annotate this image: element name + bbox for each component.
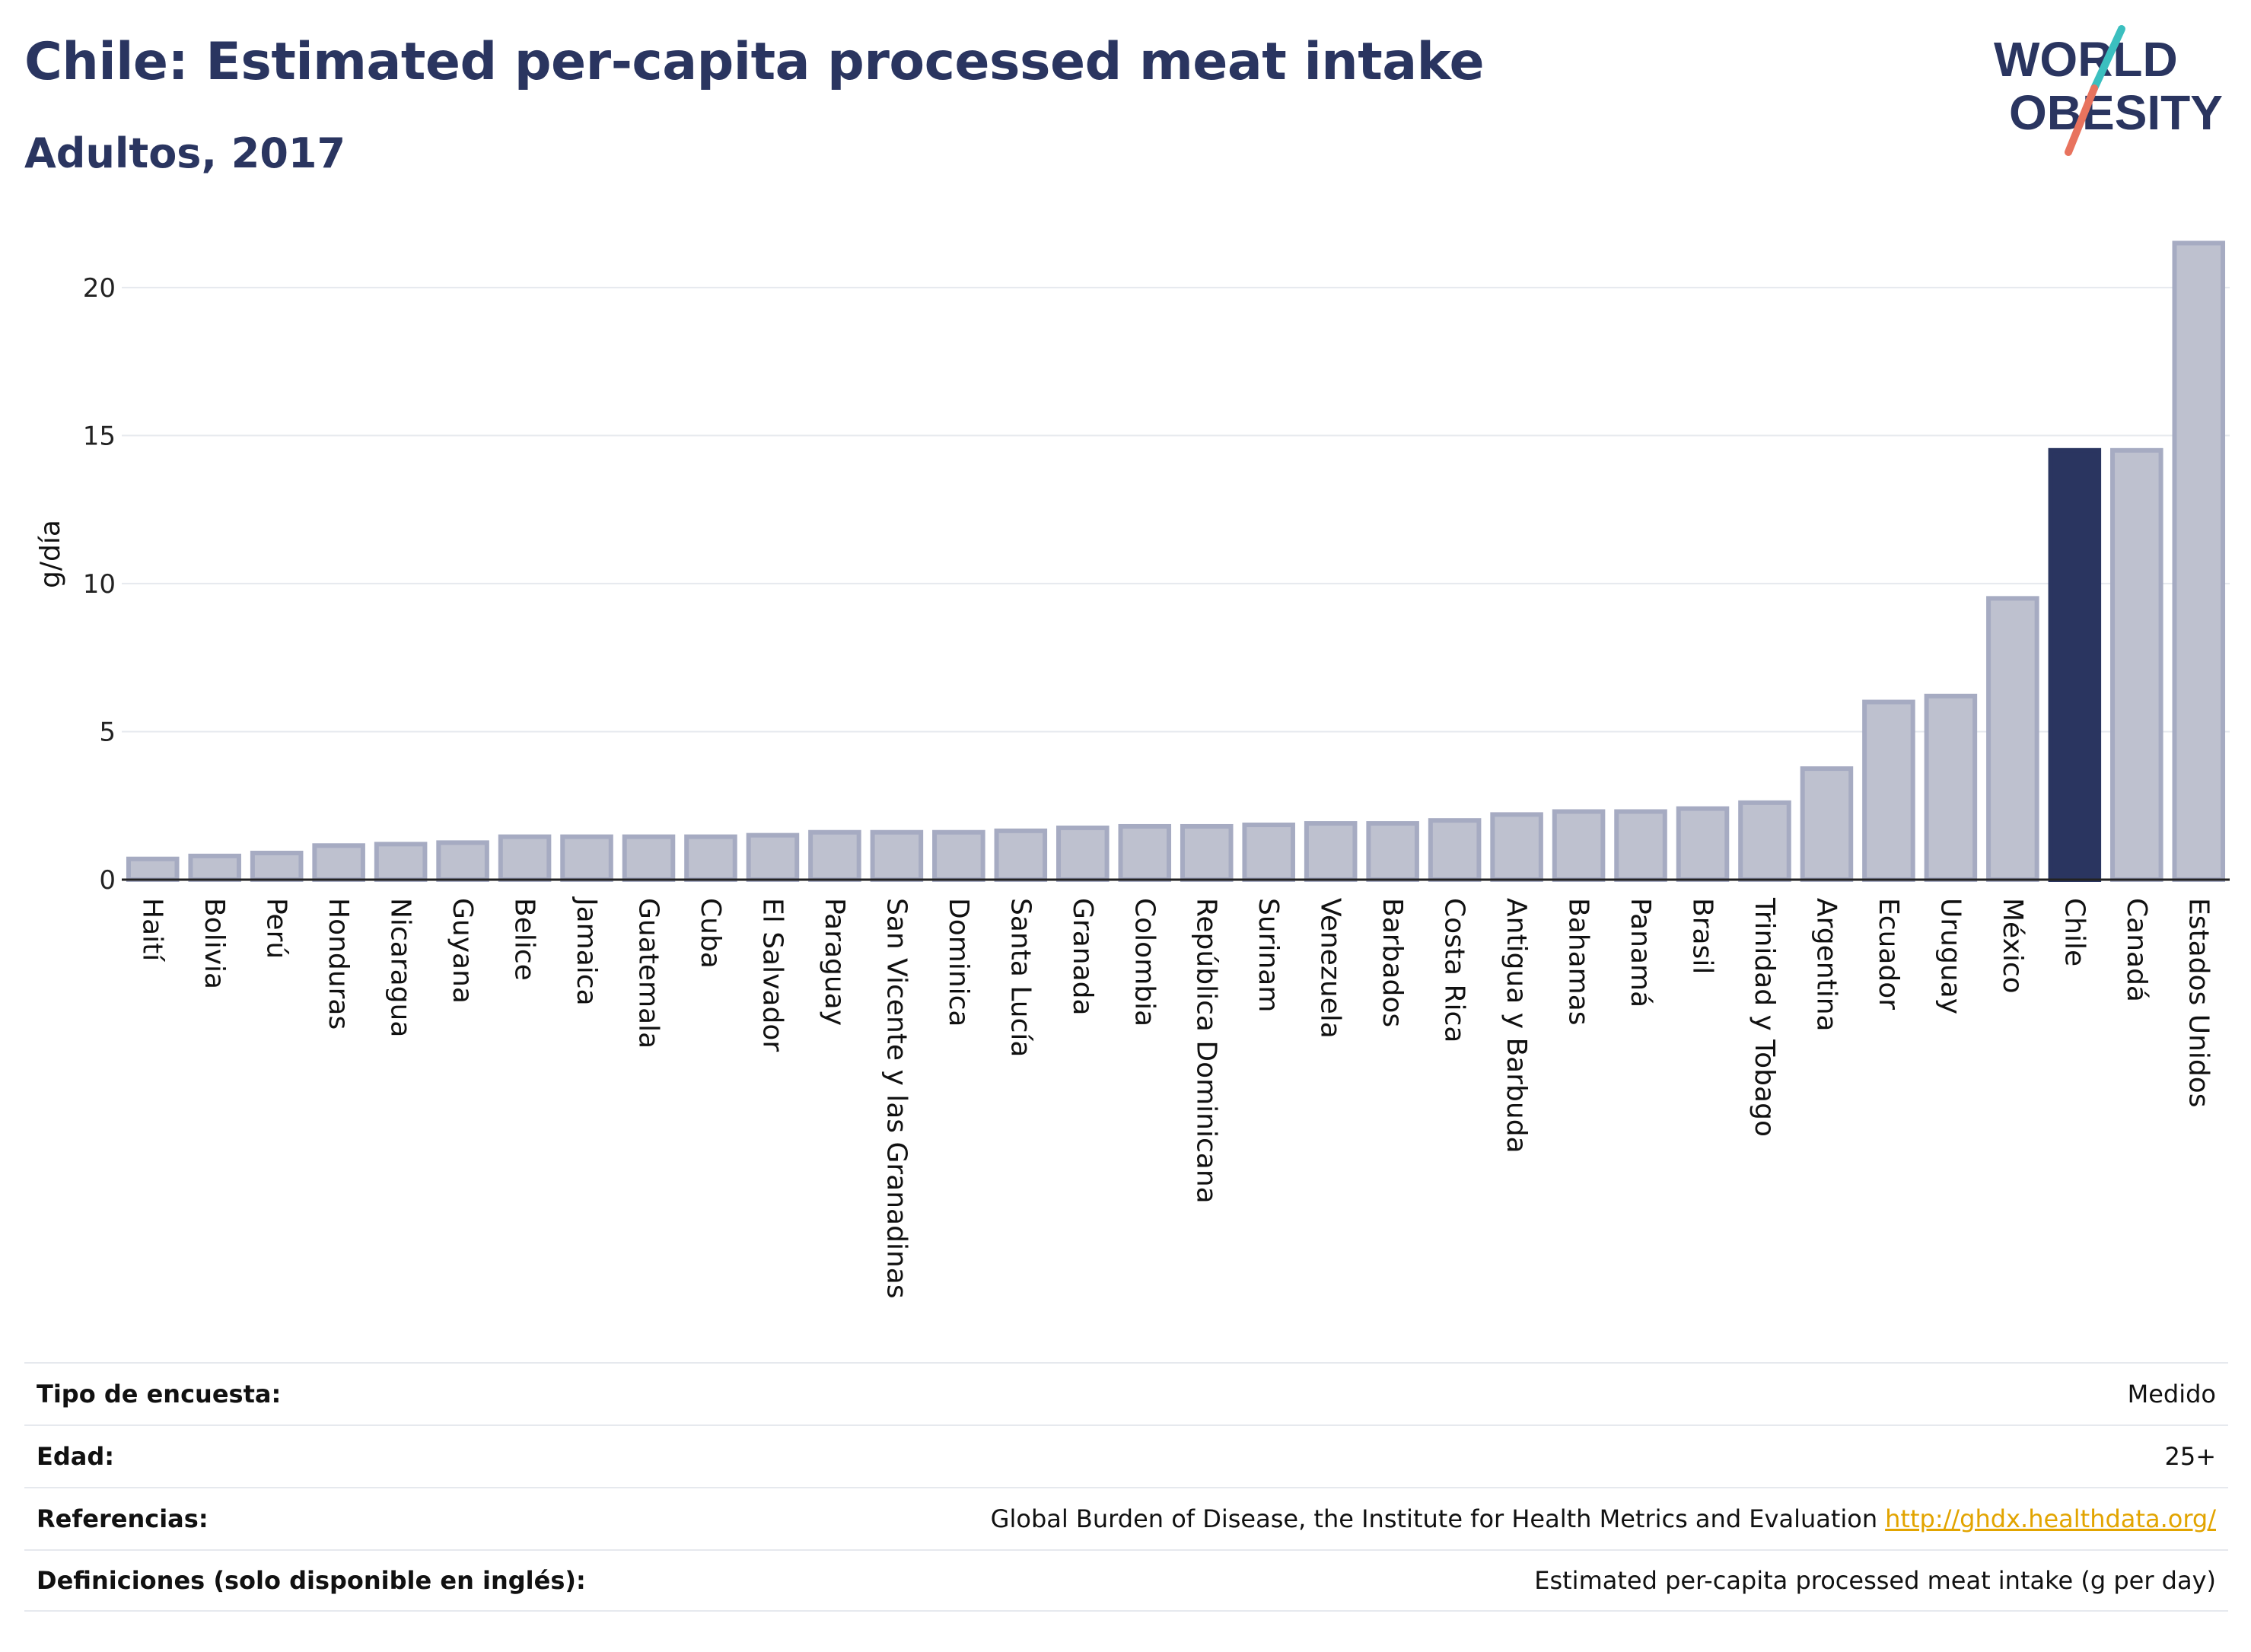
world-obesity-logo: WORLD OBESITY <box>1994 25 2223 156</box>
bar-22 <box>1490 812 1543 883</box>
bar-16 <box>1118 823 1172 882</box>
x-tick-label: Antigua y Barbuda <box>1501 898 1532 1154</box>
footer-row-definitions: Definiciones (solo disponible en inglés)… <box>24 1549 2228 1612</box>
x-tick-label: Bahamas <box>1563 898 1594 1026</box>
x-tick-label: Paraguay <box>819 898 850 1026</box>
x-tick-label: Uruguay <box>1934 898 1966 1014</box>
bar-26 <box>1738 800 1791 882</box>
bar-31 <box>2048 447 2102 882</box>
footer-key: Definiciones (solo disponible en inglés)… <box>37 1566 586 1595</box>
bar-14 <box>994 828 1048 883</box>
bar-2 <box>250 850 304 882</box>
bar-13 <box>932 829 985 883</box>
y-tick-label: 20 <box>83 273 116 304</box>
bar-6 <box>498 834 552 882</box>
bar-15 <box>1056 825 1110 882</box>
bar-10 <box>746 832 800 882</box>
bar-7 <box>560 834 613 882</box>
x-tick-label: Trinidad y Tobago <box>1749 897 1780 1137</box>
footer-key: Referencias: <box>37 1504 209 1533</box>
footer-key: Tipo de encuesta: <box>37 1380 282 1408</box>
x-tick-label: San Vicente y las Granadinas <box>880 898 912 1299</box>
bar-25 <box>1676 806 1730 882</box>
x-tick-label: Nicaragua <box>385 898 416 1037</box>
x-tick-label: República Dominicana <box>1191 898 1222 1204</box>
x-tick-label: Guatemala <box>633 898 664 1049</box>
bar-20 <box>1366 821 1419 883</box>
chart-title: Chile: Estimated per-capita processed me… <box>24 32 1485 92</box>
x-tick-label: Santa Lucía <box>1005 898 1036 1057</box>
x-tick-label: Honduras <box>323 898 354 1030</box>
y-tick-label: 15 <box>83 421 116 451</box>
footer-key: Edad: <box>37 1442 115 1471</box>
x-tick-label: Canadá <box>2121 898 2152 1002</box>
x-tick-label: Guyana <box>447 898 478 1004</box>
chart-subtitle: Adultos, 2017 <box>24 129 346 177</box>
bar-33 <box>2172 240 2226 883</box>
bar-8 <box>622 834 676 882</box>
footer-row-survey-type: Tipo de encuesta: Medido <box>24 1362 2228 1424</box>
x-tick-label: Cuba <box>695 898 726 969</box>
x-tick-label: Bolivia <box>199 898 230 989</box>
bar-32 <box>2110 447 2163 882</box>
x-tick-label: Costa Rica <box>1439 898 1470 1042</box>
bar-chart: 0 5 10 15 20 g/día Haití Bolivia Perú Honduras Nic… <box>35 240 2230 1299</box>
bar-0 <box>126 856 180 883</box>
x-tick-label: Argentina <box>1810 898 1842 1032</box>
bar-27 <box>1800 766 1854 882</box>
bar-18 <box>1242 823 1295 883</box>
logo-word-obesity: OBESITY <box>2009 85 2223 140</box>
bar-12 <box>870 829 924 883</box>
y-tick-label: 5 <box>99 717 116 747</box>
x-tick-label: Brasil <box>1687 898 1718 974</box>
x-tick-label: Haití <box>137 898 168 962</box>
bar-3 <box>312 843 365 882</box>
x-tick-label: México <box>1997 898 2028 994</box>
x-tick-label: Panamá <box>1625 898 1656 1007</box>
x-tick-label: Estados Unidos <box>2183 898 2214 1108</box>
reference-link[interactable]: http://ghdx.healthdata.org/ <box>1885 1504 2216 1533</box>
footer-value: Estimated per-capita processed meat inta… <box>1534 1566 2216 1595</box>
x-tick-label: El Salvador <box>756 898 788 1052</box>
x-tick-label: Dominica <box>943 898 974 1027</box>
logo-slash-red <box>2065 84 2098 156</box>
logo-slash-teal <box>2090 25 2125 92</box>
bar-30 <box>1986 596 2039 882</box>
x-tick-label: Jamaica <box>571 896 602 1006</box>
footer-value: 25+ <box>2164 1442 2216 1471</box>
bar-28 <box>1862 699 1915 883</box>
x-tick-label: Belice <box>509 898 540 981</box>
metadata-table: Tipo de encuesta: Medido Edad: 25+ Refer… <box>24 1362 2228 1612</box>
x-tick-label: Surinam <box>1253 898 1284 1012</box>
y-axis-label: g/día <box>35 520 66 588</box>
bar-4 <box>374 842 428 882</box>
bar-19 <box>1304 821 1358 883</box>
bar-5 <box>436 840 489 883</box>
x-tick-label: Chile <box>2058 898 2090 966</box>
bar-21 <box>1428 818 1482 882</box>
x-tick-label: Barbados <box>1377 898 1408 1027</box>
bar-9 <box>684 834 737 882</box>
footer-value: Medido <box>2127 1380 2216 1408</box>
bar-17 <box>1180 823 1234 882</box>
footer-row-references: Referencias: Global Burden of Disease, t… <box>24 1487 2228 1549</box>
x-tick-label: Ecuador <box>1873 898 1904 1010</box>
y-tick-label: 10 <box>83 569 116 600</box>
logo-word-world: WORLD <box>1994 32 2178 87</box>
footer-row-age: Edad: 25+ <box>24 1424 2228 1487</box>
bar-29 <box>1924 693 1978 882</box>
x-tick-label: Perú <box>261 898 292 959</box>
x-tick-label: Venezuela <box>1315 898 1346 1039</box>
x-tick-label: Granada <box>1067 898 1098 1016</box>
bar-11 <box>808 829 861 883</box>
y-tick-label: 0 <box>99 865 116 896</box>
x-tick-label: Colombia <box>1129 898 1160 1027</box>
bar-24 <box>1614 809 1667 882</box>
bar-1 <box>188 853 241 882</box>
bar-23 <box>1552 809 1606 882</box>
footer-value: Global Burden of Disease, the Institute … <box>991 1504 2216 1533</box>
reference-text: Global Burden of Disease, the Institute … <box>990 1504 1878 1533</box>
